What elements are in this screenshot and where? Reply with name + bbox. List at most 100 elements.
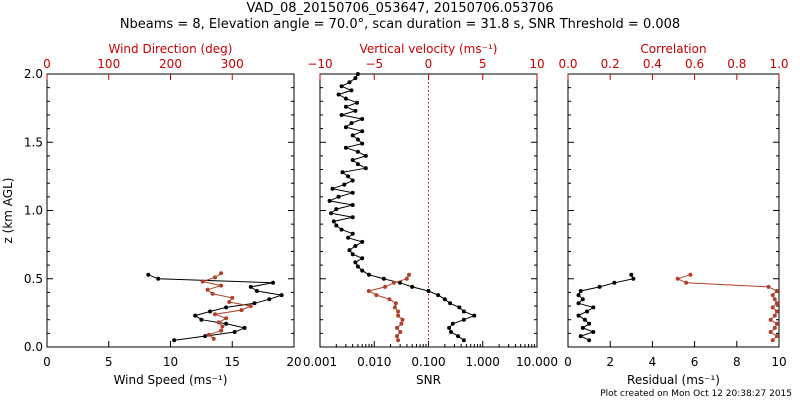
data-point <box>355 162 360 167</box>
data-point <box>391 280 396 285</box>
data-point <box>339 113 344 117</box>
data-point <box>363 153 368 158</box>
data-point <box>360 239 365 244</box>
panel-frame <box>567 73 780 348</box>
data-point <box>330 186 335 191</box>
data-point <box>450 321 455 326</box>
data-point <box>360 141 365 146</box>
data-point <box>363 166 368 171</box>
data-point <box>350 178 355 183</box>
data-point <box>768 317 773 322</box>
data-point <box>355 264 360 269</box>
data-point <box>200 279 205 284</box>
data-point <box>350 203 355 207</box>
data-point <box>576 293 581 298</box>
data-point <box>366 289 371 293</box>
data-point <box>448 301 453 306</box>
data-point <box>220 324 225 329</box>
x-tick-label: 0.001 <box>303 355 337 369</box>
top-tick-label: 0.0 <box>558 57 577 71</box>
data-point <box>349 121 354 126</box>
data-point <box>774 309 779 314</box>
data-point <box>395 334 399 339</box>
data-point <box>360 129 365 134</box>
data-point <box>329 211 334 216</box>
top-axis-label: Wind Direction (deg) <box>109 42 233 56</box>
data-point <box>224 321 229 326</box>
top-tick-label: 200 <box>159 57 182 71</box>
data-point <box>347 80 352 85</box>
data-point <box>770 293 775 298</box>
data-point <box>350 231 355 236</box>
data-point <box>461 309 466 314</box>
data-point <box>350 252 355 257</box>
series-line-residual <box>577 274 635 341</box>
data-point <box>360 117 365 121</box>
data-point <box>193 313 198 318</box>
data-point <box>339 227 344 232</box>
data-point <box>461 338 466 343</box>
data-point <box>342 182 347 187</box>
data-point <box>612 280 617 285</box>
x-tick-label: 1.000 <box>466 355 500 369</box>
data-point <box>350 133 355 138</box>
top-tick-label: 5 <box>479 57 487 71</box>
data-point <box>336 92 341 97</box>
x-tick-label: 10.000 <box>516 355 558 369</box>
data-point <box>213 275 217 280</box>
data-point <box>230 295 235 300</box>
data-point <box>224 316 229 321</box>
top-tick-label: −10 <box>307 57 332 71</box>
data-point <box>404 276 409 281</box>
data-point <box>383 284 388 289</box>
y-tick-label: 1.5 <box>24 135 43 149</box>
x-tick-label: 8 <box>733 355 741 369</box>
data-point <box>772 297 777 302</box>
data-point <box>580 297 585 302</box>
data-point <box>576 313 581 318</box>
x-tick-label: 20 <box>286 355 301 369</box>
series-line-correlation <box>676 274 778 341</box>
top-tick-label: 0.6 <box>685 57 704 71</box>
data-point <box>203 334 208 339</box>
data-point <box>346 174 351 179</box>
x-tick-label: 4 <box>649 355 657 369</box>
data-point <box>216 320 221 325</box>
data-point <box>631 276 636 281</box>
data-point <box>336 194 341 199</box>
data-point <box>772 313 777 318</box>
data-point <box>199 317 204 322</box>
data-point <box>239 308 244 313</box>
top-tick-label: 0.4 <box>643 57 662 71</box>
data-point <box>410 284 415 289</box>
plot-created-footer: Plot created on Mon Oct 12 20:38:27 2015 <box>600 389 792 399</box>
data-point <box>343 104 348 109</box>
data-point <box>279 293 284 298</box>
x-axis-label: SNR <box>416 373 441 387</box>
data-point <box>350 158 355 162</box>
y-tick-label: 2.0 <box>24 67 43 81</box>
y-axis-label: z (km AGL) <box>1 178 15 244</box>
data-point <box>585 309 589 314</box>
data-point <box>461 317 466 322</box>
data-point <box>374 293 379 298</box>
data-point <box>205 287 210 292</box>
data-point <box>346 235 351 240</box>
data-point <box>396 338 401 343</box>
data-point <box>146 272 151 277</box>
data-point <box>210 291 215 296</box>
data-point <box>387 297 392 302</box>
data-point <box>224 305 229 310</box>
data-point <box>156 276 161 281</box>
series-line-vertical-velocity <box>367 274 410 341</box>
data-point <box>343 96 348 101</box>
data-point <box>407 272 411 277</box>
data-point <box>360 256 365 261</box>
data-point <box>587 338 592 343</box>
data-point <box>355 149 360 154</box>
data-point <box>353 244 358 248</box>
data-point <box>355 72 360 76</box>
x-tick-label: 0 <box>564 355 572 369</box>
data-point <box>242 325 247 330</box>
